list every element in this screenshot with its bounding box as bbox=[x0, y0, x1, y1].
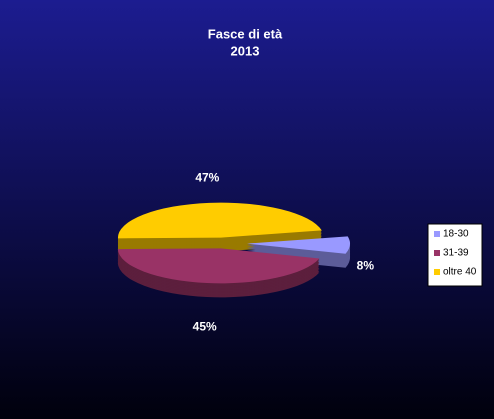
data-label: 8% bbox=[357, 258, 375, 272]
chart-subtitle: 2013 bbox=[231, 43, 260, 58]
data-label: 47% bbox=[195, 171, 219, 185]
legend-label: oltre 40 bbox=[443, 267, 477, 278]
slice bbox=[117, 248, 320, 284]
legend-swatch bbox=[434, 231, 440, 237]
legend-swatch bbox=[434, 269, 440, 275]
slice bbox=[246, 236, 350, 254]
legend-label: 31-39 bbox=[443, 248, 469, 259]
slice bbox=[117, 202, 322, 239]
chart-title: Fasce di età bbox=[208, 26, 283, 41]
legend-swatch bbox=[434, 250, 440, 256]
legend-label: 18-30 bbox=[443, 229, 469, 240]
data-label: 45% bbox=[193, 319, 217, 333]
